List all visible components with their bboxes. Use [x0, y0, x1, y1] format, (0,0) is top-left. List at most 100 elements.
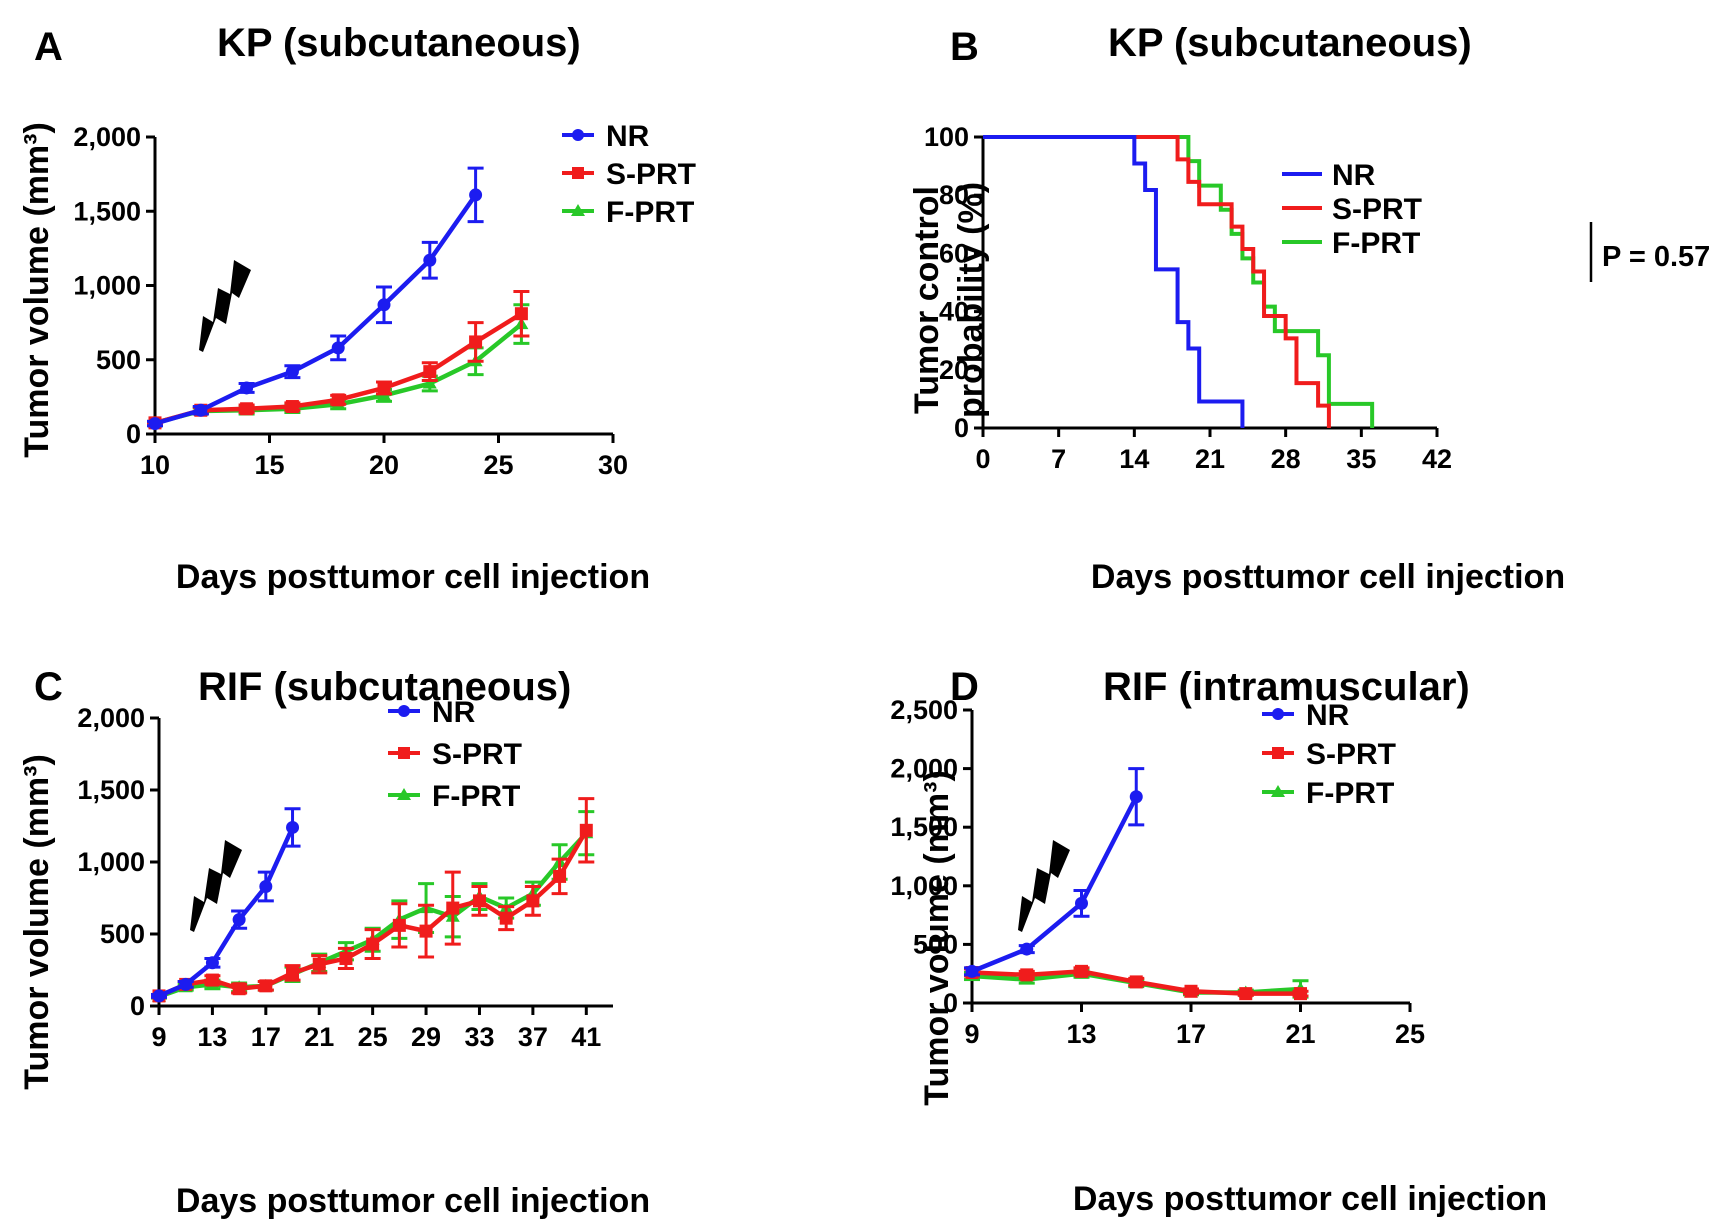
- legend-label: S-PRT: [606, 158, 696, 191]
- data-point: [240, 402, 254, 416]
- data-point: [422, 376, 437, 389]
- data-point: [469, 335, 483, 349]
- x-axis-title: Days posttumor cell injection: [176, 1182, 650, 1220]
- legend-item-f-prt: F-PRT: [388, 780, 520, 813]
- y-axis-title: Tumor volume (mm³): [18, 122, 56, 458]
- y-axis-title-line1: Tumor control: [908, 186, 946, 414]
- legend-label: F-PRT: [606, 196, 694, 229]
- data-point: [240, 381, 254, 395]
- series-nr: [964, 767, 1145, 978]
- y-tick-label: 100: [924, 122, 969, 152]
- y-tick-label: 1,500: [77, 775, 145, 805]
- legend-item-f-prt: F-PRT: [1282, 227, 1420, 260]
- x-tick-label: 14: [1119, 444, 1149, 474]
- panel-title: KP (subcutaneous): [217, 21, 581, 65]
- legend-marker: [572, 129, 584, 141]
- y-tick-label: 500: [100, 919, 145, 949]
- y-tick-label: 40: [939, 297, 969, 327]
- legend-marker: [1272, 747, 1284, 759]
- x-tick-label: 15: [254, 450, 284, 480]
- legend-label: F-PRT: [1306, 777, 1394, 810]
- y-tick-label: 1,000: [890, 871, 958, 901]
- x-tick-label: 25: [1395, 1019, 1425, 1049]
- x-tick-label: 33: [464, 1022, 494, 1052]
- x-tick-label: 30: [598, 450, 628, 480]
- legend-label: F-PRT: [432, 780, 520, 813]
- panel-letter: A: [34, 25, 63, 69]
- series-s-prt: [983, 135, 1331, 428]
- y-tick-label: 2,000: [73, 122, 141, 152]
- data-point: [339, 951, 353, 965]
- data-point: [366, 937, 380, 951]
- data-point: [1129, 975, 1143, 989]
- x-tick-label: 9: [964, 1019, 979, 1049]
- legend-marker: [1271, 785, 1285, 797]
- data-point: [1184, 984, 1198, 998]
- data-point: [1020, 942, 1034, 956]
- x-axis-title: Days posttumor cell injection: [176, 558, 650, 596]
- legend-label: S-PRT: [432, 738, 522, 771]
- y-tick-label: 0: [954, 413, 969, 443]
- panel-letter: D: [950, 665, 979, 709]
- panel-a: A KP (subcutaneous) Tumor volume (mm³) D…: [18, 21, 696, 596]
- legend: NR S-PRT F-PRT: [1262, 699, 1396, 810]
- plot-area: [147, 166, 530, 431]
- legend-label: S-PRT: [1306, 738, 1396, 771]
- legend-label: NR: [1332, 159, 1376, 192]
- data-point: [148, 417, 162, 431]
- series-line-nr: [154, 193, 478, 426]
- legend-label: F-PRT: [1332, 227, 1420, 260]
- plot-area: [983, 135, 1375, 428]
- data-point: [419, 924, 433, 938]
- data-point: [285, 365, 299, 379]
- y-tick-label: 0: [126, 419, 141, 449]
- y-tick-label: 1,000: [77, 847, 145, 877]
- data-point: [286, 966, 300, 980]
- y-tick-label: 80: [939, 180, 969, 210]
- data-point: [377, 381, 391, 395]
- series-nr: [151, 807, 301, 1003]
- y-tick-label: 20: [939, 355, 969, 385]
- panel-title: RIF (subcutaneous): [198, 665, 571, 709]
- series-line-s-prt: [158, 829, 589, 998]
- y-tick-label: 60: [939, 238, 969, 268]
- data-point: [392, 918, 406, 932]
- x-tick-label: 7: [1051, 444, 1066, 474]
- legend-item-s-prt: S-PRT: [1262, 738, 1396, 771]
- panel-letter: C: [34, 665, 63, 709]
- x-tick-label: 37: [518, 1022, 548, 1052]
- data-point: [259, 879, 273, 893]
- axis-ticks: 0 500 1,000 1,500 2,000 10 15 20 25 30: [73, 122, 628, 480]
- survival-curve-nr: [983, 135, 1245, 428]
- data-point: [1239, 987, 1253, 1001]
- data-point: [232, 982, 246, 996]
- data-point: [526, 894, 540, 908]
- x-tick-label: 29: [411, 1022, 441, 1052]
- x-tick-label: 17: [251, 1022, 281, 1052]
- legend-marker: [1272, 708, 1284, 720]
- irradiation-bolt-icon: [190, 840, 242, 932]
- data-point: [579, 823, 593, 837]
- panel-title: KP (subcutaneous): [1108, 21, 1472, 65]
- data-point: [965, 964, 979, 978]
- y-tick-label: 2,500: [890, 695, 958, 725]
- panel-d: D RIF (intramuscular) Tumor volume (mm³)…: [890, 665, 1547, 1218]
- x-tick-label: 13: [1066, 1019, 1096, 1049]
- data-point: [499, 911, 513, 925]
- panel-b: B KP (subcutaneous) Tumor control probab…: [908, 21, 1710, 596]
- x-tick-label: 42: [1422, 444, 1452, 474]
- y-tick-label: 500: [96, 345, 141, 375]
- data-point: [194, 403, 208, 417]
- survival-curve-s-prt: [983, 135, 1331, 428]
- x-tick-label: 25: [483, 450, 513, 480]
- legend-item-f-prt: F-PRT: [1262, 777, 1394, 810]
- irradiation-bolt-icon: [1018, 840, 1070, 932]
- series-nr: [983, 135, 1245, 428]
- legend-marker: [398, 747, 410, 759]
- data-point: [423, 365, 437, 379]
- legend-marker: [398, 705, 410, 717]
- panel-c: C RIF (subcutaneous) Tumor volume (mm³) …: [18, 665, 650, 1220]
- panel-letter: B: [950, 25, 979, 69]
- legend-item-f-prt: F-PRT: [562, 196, 694, 229]
